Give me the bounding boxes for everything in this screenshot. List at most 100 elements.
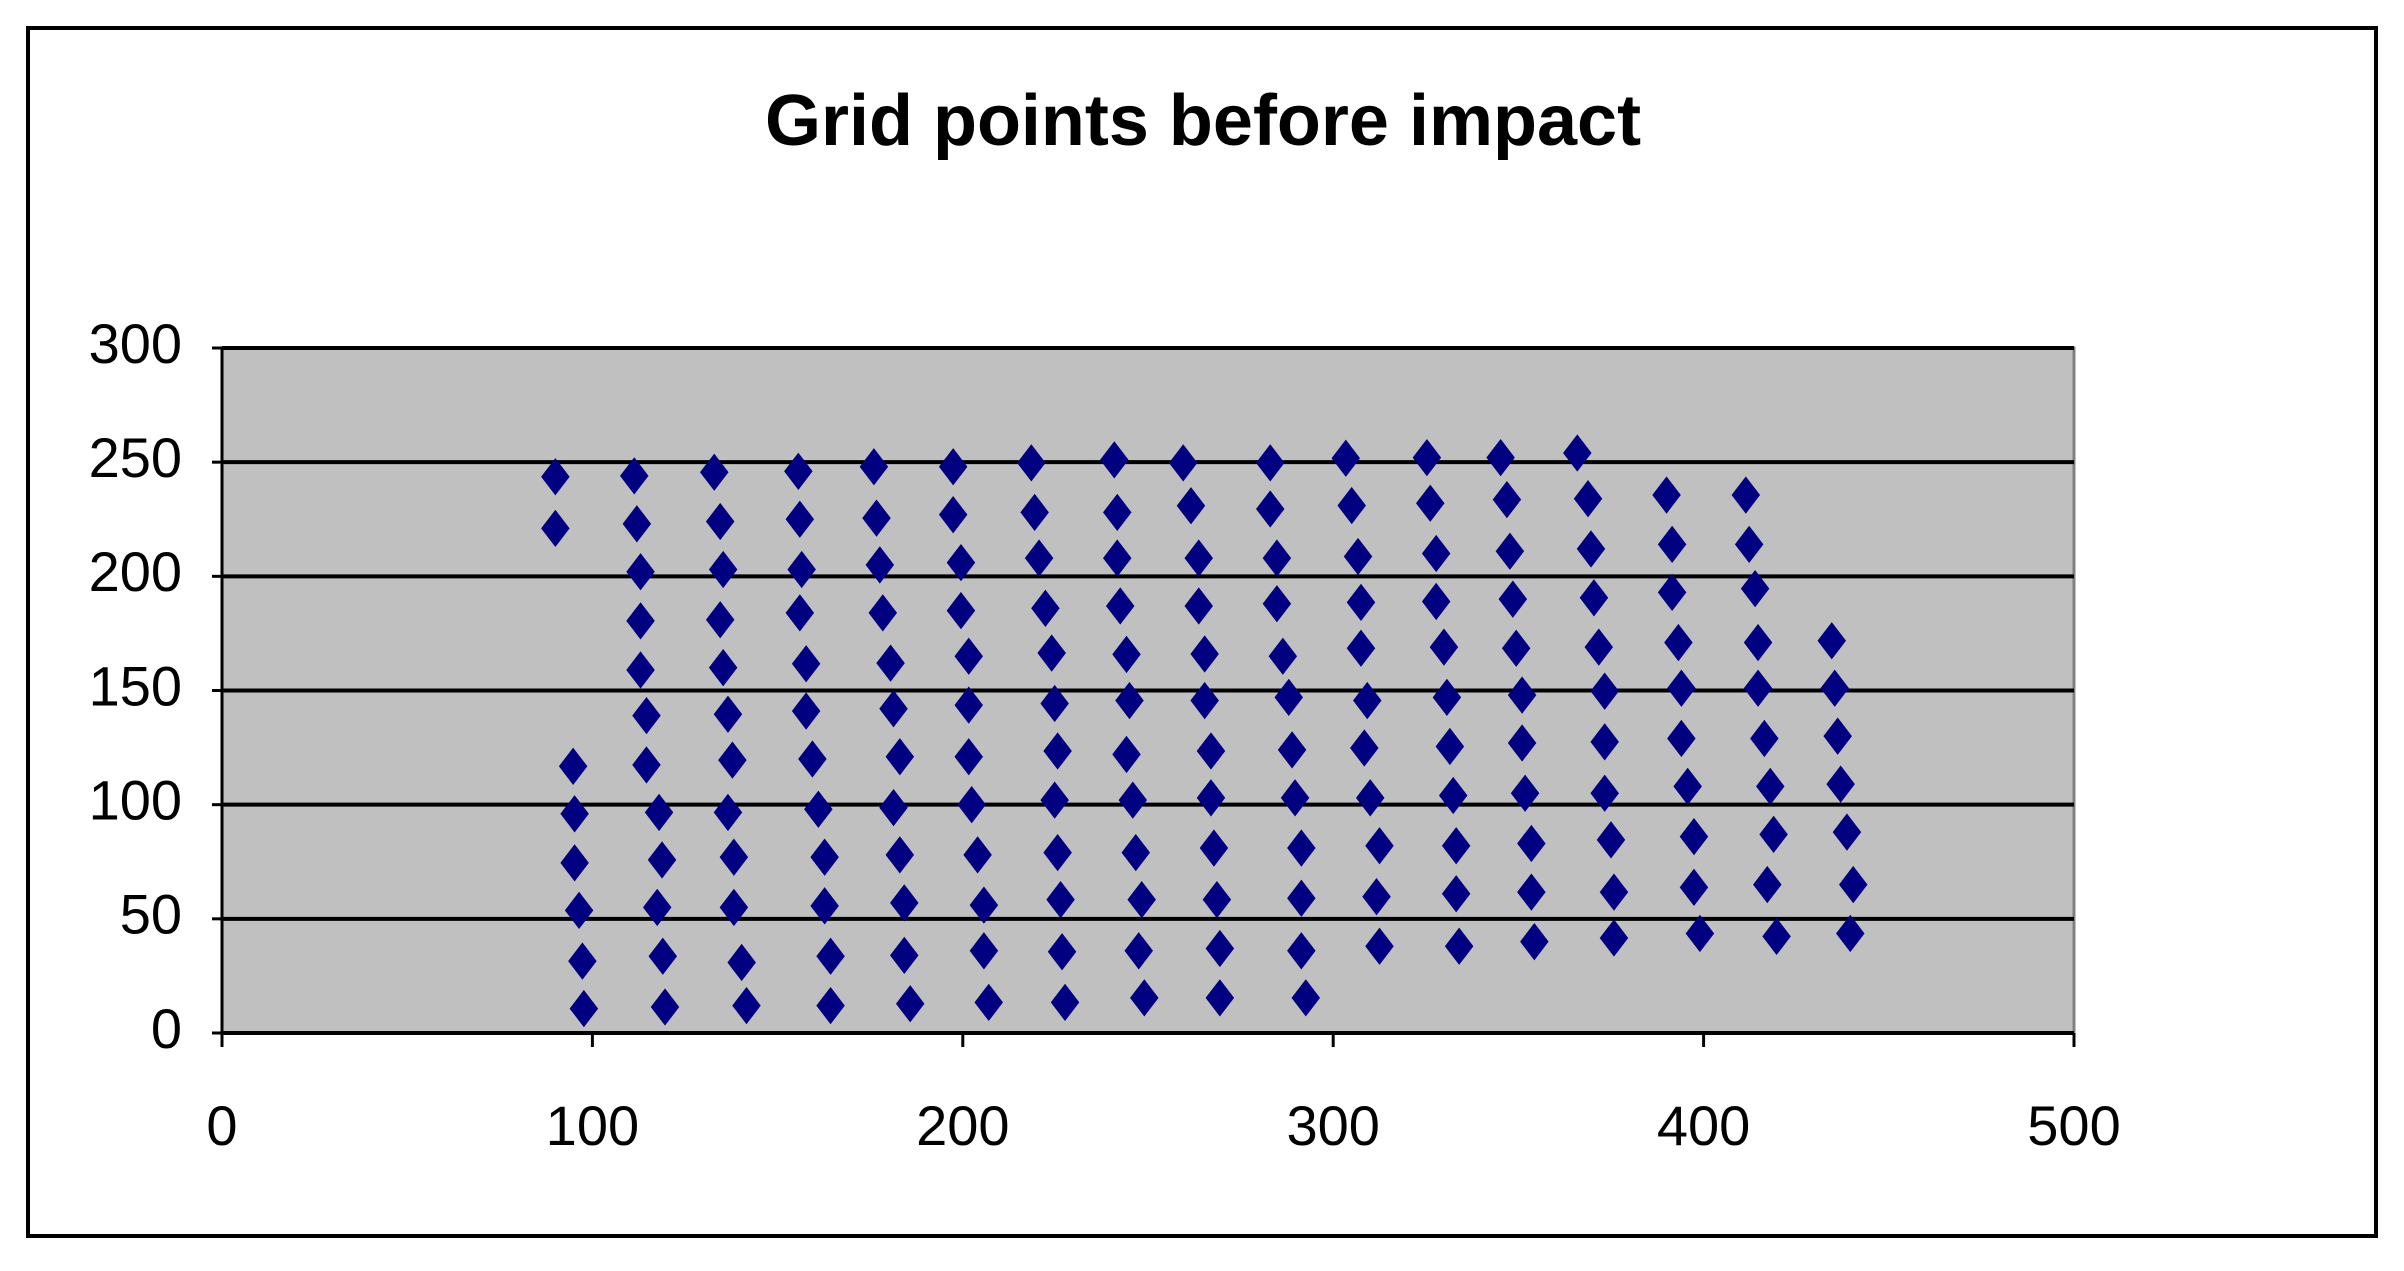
point xyxy=(727,943,756,982)
point xyxy=(1599,873,1629,911)
point xyxy=(1759,815,1788,853)
point xyxy=(784,452,813,490)
point xyxy=(705,601,735,639)
point xyxy=(1438,776,1468,815)
point xyxy=(718,741,747,779)
point xyxy=(719,888,749,927)
point xyxy=(560,844,589,882)
point xyxy=(1184,587,1213,625)
point xyxy=(1520,923,1549,961)
point xyxy=(974,983,1003,1022)
point xyxy=(1031,589,1060,627)
point xyxy=(626,651,655,689)
point xyxy=(1176,487,1206,525)
point xyxy=(1435,727,1465,766)
point xyxy=(1444,927,1474,965)
point xyxy=(785,500,815,538)
point xyxy=(1501,629,1531,667)
point xyxy=(1576,530,1606,568)
point xyxy=(1050,983,1080,1022)
point xyxy=(560,795,589,833)
point xyxy=(1762,917,1791,956)
point xyxy=(642,888,672,927)
point xyxy=(568,942,597,980)
point xyxy=(1277,731,1307,769)
point xyxy=(1287,829,1316,867)
point xyxy=(1287,879,1316,917)
y-tick-label: 300 xyxy=(89,312,182,375)
point xyxy=(1838,865,1868,904)
point xyxy=(969,932,999,970)
point xyxy=(1291,979,1321,1017)
point xyxy=(1112,635,1141,674)
point xyxy=(1664,623,1693,662)
point xyxy=(541,458,570,496)
point xyxy=(791,645,821,683)
point xyxy=(1498,580,1528,618)
point xyxy=(938,448,968,486)
point xyxy=(1590,723,1619,761)
point xyxy=(1262,539,1292,577)
point xyxy=(650,988,680,1026)
point xyxy=(859,448,889,486)
point xyxy=(1124,932,1153,970)
y-tick-label: 50 xyxy=(120,883,182,946)
y-tick-label: 200 xyxy=(89,540,182,603)
point xyxy=(1255,444,1285,482)
x-tick-label: 400 xyxy=(1657,1094,1750,1157)
point xyxy=(946,543,976,582)
point xyxy=(1017,444,1046,482)
point xyxy=(1127,881,1156,919)
y-tick-label: 100 xyxy=(89,768,182,831)
point xyxy=(1040,684,1069,723)
point xyxy=(541,509,570,548)
point xyxy=(1040,781,1069,819)
point xyxy=(1657,525,1687,564)
point xyxy=(1756,767,1785,806)
x-tick-label: 0 xyxy=(206,1094,237,1157)
point xyxy=(1823,717,1852,755)
point xyxy=(732,986,761,1025)
point xyxy=(816,986,845,1025)
point xyxy=(1262,585,1292,623)
point xyxy=(1679,817,1709,856)
point xyxy=(1441,875,1471,913)
point xyxy=(1495,532,1525,570)
point xyxy=(1579,579,1609,617)
point xyxy=(1507,676,1537,714)
y-tick-label: 150 xyxy=(89,654,182,717)
point xyxy=(895,985,925,1023)
point xyxy=(713,793,743,832)
point xyxy=(708,649,738,687)
point xyxy=(1046,881,1075,919)
point xyxy=(1112,735,1141,774)
point xyxy=(1563,434,1592,472)
point xyxy=(1047,933,1077,971)
point xyxy=(1599,919,1629,957)
point xyxy=(1100,441,1129,479)
point xyxy=(626,553,655,591)
point xyxy=(1492,480,1522,519)
point xyxy=(619,457,649,495)
point xyxy=(1115,681,1144,720)
point xyxy=(1287,932,1316,970)
point xyxy=(876,644,905,682)
point xyxy=(1196,779,1226,817)
point xyxy=(1415,484,1445,522)
point xyxy=(1337,486,1366,525)
point xyxy=(810,887,839,925)
point xyxy=(785,594,815,632)
point xyxy=(705,502,735,541)
point xyxy=(1024,539,1054,577)
point xyxy=(1346,629,1376,667)
point xyxy=(1590,774,1619,812)
point xyxy=(1673,767,1702,806)
x-tick-label: 200 xyxy=(916,1094,1009,1157)
point xyxy=(1679,868,1709,906)
point xyxy=(713,695,743,733)
point xyxy=(1667,669,1696,707)
point xyxy=(1362,878,1391,916)
point xyxy=(1331,439,1361,477)
point xyxy=(787,550,816,589)
point xyxy=(969,886,999,924)
